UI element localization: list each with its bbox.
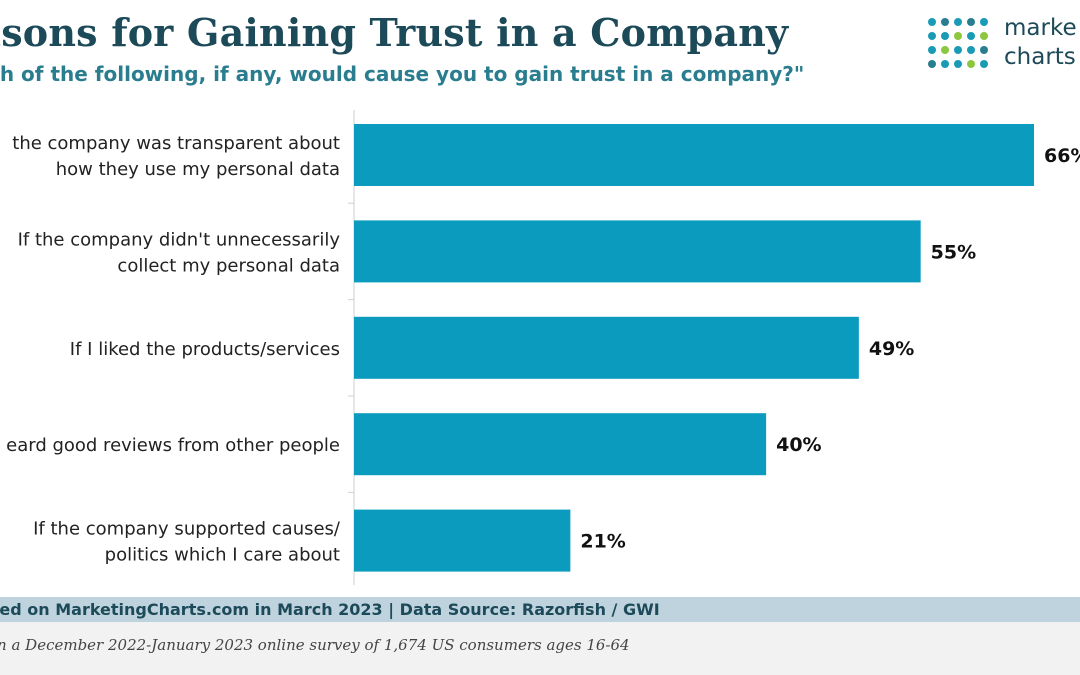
logo-dot [980, 60, 988, 68]
category-label: how they use my personal data [56, 159, 340, 180]
logo-dot [954, 60, 962, 68]
category-label: If the company didn't unnecessarily [18, 229, 341, 250]
data-label: 66% [1044, 145, 1080, 167]
logo-dot [967, 46, 975, 54]
logo-dot [941, 60, 949, 68]
footer-source-band: hed on MarketingCharts.com in March 2023… [0, 597, 1080, 622]
bar [354, 509, 571, 572]
category-label: politics which I care about [105, 545, 340, 566]
logo-dot [980, 46, 988, 54]
category-label: If the company supported causes/ [33, 519, 341, 540]
logo-dot [954, 32, 962, 40]
logo-text-line1: marke [1004, 15, 1077, 41]
bar-chart: 66% the company was transparent about how … [6, 110, 1080, 585]
bar [354, 316, 859, 379]
logo-text-line2: charts [1004, 44, 1076, 70]
logo-dot [980, 18, 988, 26]
logo-dot [928, 46, 936, 54]
data-label: 55% [931, 241, 976, 263]
data-label: 40% [776, 434, 821, 456]
logo-dot [967, 60, 975, 68]
category-label: If I liked the products/services [70, 339, 340, 360]
footer-source-text: hed on MarketingCharts.com in March 2023… [0, 600, 660, 619]
footer-note-text: on a December 2022-January 2023 online s… [0, 636, 630, 654]
page-title: easons for Gaining Trust in a Company [0, 10, 789, 55]
logo-dot [928, 32, 936, 40]
logo-dot [941, 18, 949, 26]
page-subtitle: ch of the following, if any, would cause… [0, 62, 805, 86]
logo-dot [954, 18, 962, 26]
logo-dot [980, 32, 988, 40]
logo-dot [928, 60, 936, 68]
footer-note-band: on a December 2022-January 2023 online s… [0, 622, 1080, 675]
logo-dot [954, 46, 962, 54]
category-label: collect my personal data [117, 255, 340, 276]
logo-dot [941, 46, 949, 54]
logo-wordmark: marke charts [1004, 14, 1077, 72]
bar [354, 220, 921, 283]
logo-dot [941, 32, 949, 40]
data-label: 49% [869, 338, 914, 360]
logo-dot [967, 32, 975, 40]
bar [354, 413, 767, 476]
data-label: 21% [580, 531, 625, 553]
bar [354, 124, 1034, 186]
category-label: the company was transparent about [12, 133, 340, 154]
category-label: eard good reviews from other people [6, 435, 340, 456]
logo-dot [967, 18, 975, 26]
logo-dot [928, 18, 936, 26]
marketingcharts-logo: marke charts [922, 14, 1080, 74]
